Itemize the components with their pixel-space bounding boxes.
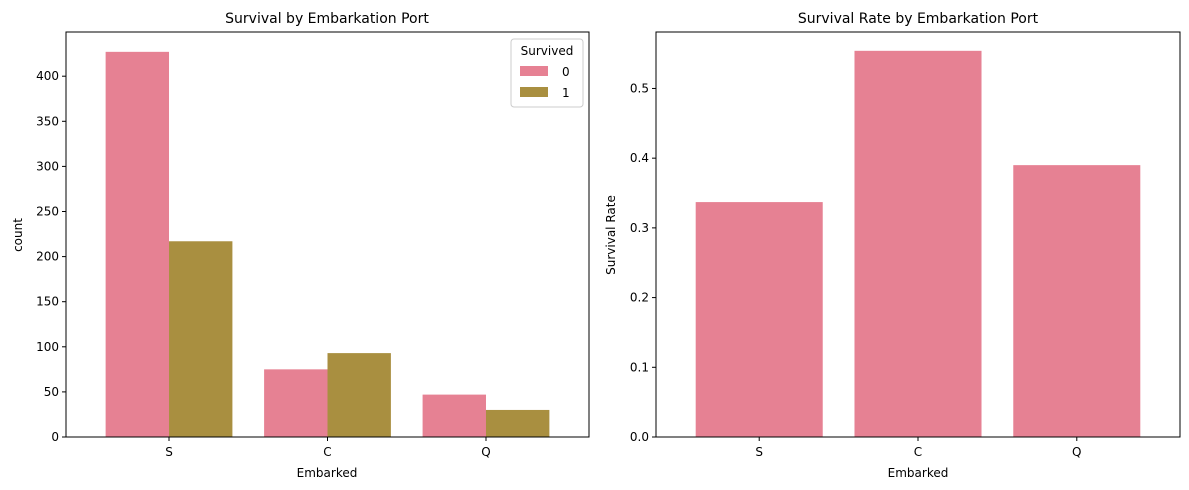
legend-swatch-0 xyxy=(520,66,548,76)
y-tick-label: 0.0 xyxy=(630,430,649,444)
legend-label-1: 1 xyxy=(562,86,570,100)
y-tick-label: 0 xyxy=(51,430,59,444)
y-tick-label: 150 xyxy=(36,295,59,309)
y-tick-label: 0.3 xyxy=(630,221,649,235)
bar xyxy=(854,50,982,438)
y-tick-label: 400 xyxy=(36,69,59,83)
x-axis-label: Embarked xyxy=(888,466,949,480)
y-tick-label: 0.1 xyxy=(630,360,649,374)
plot-frame xyxy=(655,31,1181,438)
bar xyxy=(169,241,233,437)
bars xyxy=(105,51,550,438)
bar xyxy=(264,369,328,437)
y-axis-label: count xyxy=(11,218,25,252)
bars xyxy=(695,50,1141,438)
x-tick-label: Q xyxy=(1072,445,1081,459)
x-tick-label: S xyxy=(165,445,173,459)
x-tick-label: C xyxy=(323,445,331,459)
rate-chart: Survival Rate by Embarkation Port 0.0 0.1… xyxy=(604,11,1181,480)
x-axis-label: Embarked xyxy=(297,466,358,480)
chart-title: Survival Rate by Embarkation Port xyxy=(798,11,1039,27)
y-tick-label: 200 xyxy=(36,250,59,264)
bar xyxy=(695,202,823,437)
plot-frame xyxy=(65,31,590,438)
count-chart: Survival by Embarkation Port 0 50 100 150 20… xyxy=(11,11,590,480)
y-tick-label: 50 xyxy=(44,385,59,399)
y-axis-label: Survival Rate xyxy=(604,195,618,275)
x-tick-label: Q xyxy=(481,445,490,459)
x-tick-label: S xyxy=(755,445,763,459)
y-tick-label: 0.5 xyxy=(630,81,649,95)
legend: Survived 0 1 xyxy=(510,38,584,108)
y-ticks: 0.0 0.1 0.2 0.3 0.4 0.5 xyxy=(630,81,656,444)
y-tick-label: 0.4 xyxy=(630,151,649,165)
y-tick-label: 350 xyxy=(36,114,59,128)
y-tick-label: 250 xyxy=(36,204,59,218)
bar xyxy=(1013,165,1141,438)
chart-title: Survival by Embarkation Port xyxy=(225,11,429,27)
legend-label-0: 0 xyxy=(562,65,570,79)
y-tick-label: 300 xyxy=(36,159,59,173)
bar xyxy=(105,51,170,438)
x-tick-label: C xyxy=(914,445,922,459)
y-tick-label: 100 xyxy=(36,340,59,354)
legend-title: Survived xyxy=(521,44,574,58)
bar xyxy=(327,353,391,437)
legend-swatch-1 xyxy=(520,87,548,97)
bar xyxy=(485,409,550,437)
y-tick-label: 0.2 xyxy=(630,291,649,305)
bar xyxy=(422,394,486,437)
y-ticks: 0 50 100 150 200 250 300 350 400 xyxy=(36,69,66,444)
